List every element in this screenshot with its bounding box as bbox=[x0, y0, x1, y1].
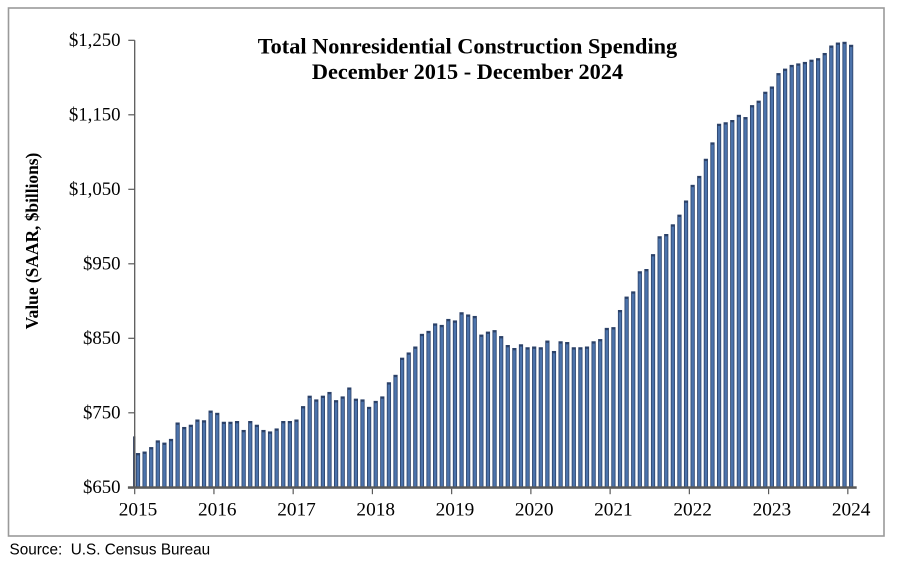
svg-text:2022: 2022 bbox=[673, 500, 712, 521]
svg-text:2021: 2021 bbox=[594, 500, 633, 521]
svg-text:2018: 2018 bbox=[356, 500, 395, 521]
svg-text:$1,250: $1,250 bbox=[69, 30, 121, 51]
svg-text:$650: $650 bbox=[83, 477, 121, 498]
svg-text:$950: $950 bbox=[83, 254, 121, 275]
svg-text:$1,150: $1,150 bbox=[69, 105, 121, 126]
svg-text:Source: U.S. Census Bureau: Source: U.S. Census Bureau bbox=[10, 542, 211, 559]
svg-text:2016: 2016 bbox=[198, 500, 237, 521]
svg-text:Value (SAAR, $billions): Value (SAAR, $billions) bbox=[22, 152, 42, 329]
svg-text:2024: 2024 bbox=[832, 500, 871, 521]
svg-text:$1,050: $1,050 bbox=[69, 179, 121, 200]
svg-text:December 2015 - December 2024: December 2015 - December 2024 bbox=[312, 59, 623, 84]
svg-text:2019: 2019 bbox=[436, 500, 475, 521]
svg-text:2023: 2023 bbox=[753, 500, 792, 521]
svg-text:$850: $850 bbox=[83, 328, 121, 349]
svg-text:2020: 2020 bbox=[515, 500, 554, 521]
svg-text:$750: $750 bbox=[83, 403, 121, 424]
svg-text:2017: 2017 bbox=[277, 500, 316, 521]
svg-text:2015: 2015 bbox=[119, 500, 158, 521]
svg-text:Total Nonresidential Construct: Total Nonresidential Construction Spendi… bbox=[258, 33, 677, 58]
